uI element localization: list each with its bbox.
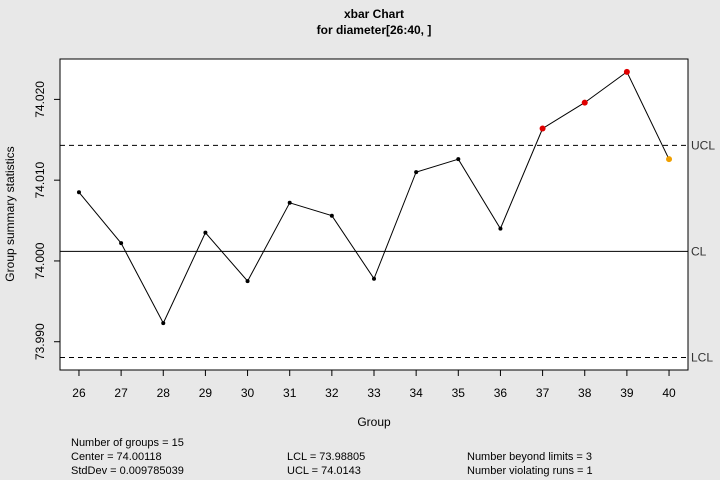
- x-tick-label: 27: [114, 386, 128, 400]
- control-label-cl: CL: [691, 244, 707, 258]
- data-point-31: [287, 200, 292, 205]
- data-point-40: [666, 156, 673, 163]
- data-point-27: [119, 241, 124, 246]
- x-tick-label: 37: [536, 386, 550, 400]
- x-tick-label: 33: [367, 386, 381, 400]
- data-point-32: [329, 213, 334, 218]
- data-point-29: [203, 230, 208, 235]
- plot-area: [59, 58, 689, 371]
- stats-number-of-groups: Number of groups = 15: [71, 437, 184, 449]
- data-point-28: [161, 321, 166, 326]
- y-axis-label: Group summary statistics: [3, 146, 17, 281]
- chart-subtitle: for diameter[26:40, ]: [317, 23, 432, 37]
- x-tick-label: 35: [452, 386, 466, 400]
- data-point-36: [498, 226, 503, 231]
- y-tick-label: 74.000: [33, 242, 47, 279]
- x-tick-label: 32: [325, 386, 339, 400]
- data-point-33: [372, 276, 376, 281]
- data-point-35: [456, 157, 461, 162]
- data-point-37: [539, 125, 546, 132]
- stats-stddev: StdDev = 0.009785039: [71, 465, 184, 477]
- data-point-30: [245, 279, 250, 284]
- x-axis-label: Group: [357, 415, 391, 429]
- x-tick-label: 39: [620, 386, 634, 400]
- control-label-lcl: LCL: [691, 350, 713, 364]
- x-tick-label: 40: [662, 386, 676, 400]
- x-tick-label: 26: [72, 386, 86, 400]
- x-tick-label: 29: [199, 386, 213, 400]
- x-tick-label: 31: [283, 386, 297, 400]
- y-tick-label: 74.020: [33, 81, 47, 118]
- stats-ucl: UCL = 74.0143: [287, 465, 361, 477]
- data-point-39: [623, 68, 630, 75]
- control-label-ucl: UCL: [691, 138, 715, 152]
- stats-lcl: LCL = 73.98805: [287, 451, 366, 463]
- data-point-26: [76, 190, 81, 195]
- chart-title: xbar Chart: [344, 7, 404, 21]
- y-tick-label: 73.990: [33, 323, 47, 360]
- data-point-34: [414, 170, 419, 175]
- stats-violating-runs: Number violating runs = 1: [467, 465, 593, 477]
- x-tick-label: 38: [578, 386, 592, 400]
- x-tick-label: 30: [241, 386, 255, 400]
- y-tick-label: 74.010: [33, 161, 47, 198]
- x-tick-label: 28: [157, 386, 171, 400]
- data-point-38: [581, 99, 588, 106]
- stats-beyond-limits: Number beyond limits = 3: [467, 451, 593, 463]
- x-tick-label: 34: [409, 386, 423, 400]
- x-tick-label: 36: [494, 386, 508, 400]
- stats-center: Center = 74.00118: [71, 451, 162, 463]
